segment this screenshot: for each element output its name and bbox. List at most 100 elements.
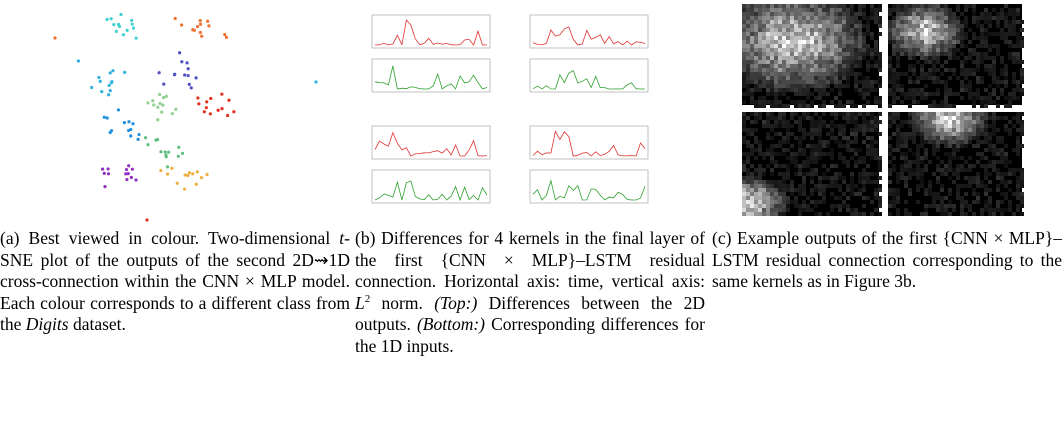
heatmap-cell [754, 192, 758, 196]
heatmap-cell [810, 180, 814, 184]
heatmap-cell [1000, 72, 1004, 76]
heatmap-cell [888, 56, 892, 60]
heatmap-cell [810, 132, 814, 136]
heatmap-cell [846, 44, 850, 48]
heatmap-cell [952, 140, 956, 144]
heatmap-cell [912, 100, 916, 104]
heatmap-cell [948, 204, 952, 208]
heatmap-cell [944, 168, 948, 172]
heatmap-cell [798, 76, 802, 80]
heatmap-cell [842, 36, 846, 40]
heatmap-cell [862, 104, 866, 108]
heatmap-cell [758, 20, 762, 24]
heatmap-cell [810, 80, 814, 84]
heatmap-cell [818, 180, 822, 184]
heatmap-cell [814, 172, 818, 176]
heatmap-cell [870, 144, 874, 148]
heatmap-cell [968, 72, 972, 76]
heatmap-cell [858, 92, 862, 96]
heatmap-cell [948, 168, 952, 172]
plot-frame [371, 125, 491, 160]
heatmap-cell [762, 188, 766, 192]
heatmap-cell [762, 48, 766, 52]
heatmap-cell [964, 76, 968, 80]
heatmap-cell [956, 192, 960, 196]
heatmap-cell [1008, 56, 1012, 60]
heatmap-cell [928, 180, 932, 184]
heatmap-cell [842, 28, 846, 32]
heatmap-cell [806, 28, 810, 32]
heatmap-cell [988, 96, 992, 100]
heatmap-cell [746, 196, 750, 200]
heatmap-cell [810, 84, 814, 88]
heatmap-cell [834, 196, 838, 200]
heatmap-cell [806, 160, 810, 164]
heatmap-cell [802, 136, 806, 140]
heatmap-cell [1008, 44, 1012, 48]
heatmap-cell [774, 56, 778, 60]
heatmap-cell [940, 208, 944, 212]
heatmap-cell [786, 72, 790, 76]
heatmap-cell [786, 136, 790, 140]
heatmap-cell [790, 124, 794, 128]
heatmap-cell [826, 124, 830, 128]
heatmap-cell [786, 204, 790, 208]
heatmap-cell [976, 96, 980, 100]
heatmap-cell [774, 20, 778, 24]
heatmap-cell [916, 124, 920, 128]
heatmap-cell [806, 32, 810, 36]
heatmap-cell [858, 40, 862, 44]
heatmap-cell [956, 8, 960, 12]
heatmap-cell [924, 132, 928, 136]
heatmap-cell [878, 200, 882, 204]
heatmap-cell [980, 40, 984, 44]
heatmap-cell [936, 192, 940, 196]
heatmap-cell [1012, 88, 1016, 92]
heatmap-cell [908, 136, 912, 140]
heatmap-cell [762, 80, 766, 84]
heatmap-cell [818, 200, 822, 204]
heatmap-cell [826, 16, 830, 20]
heatmap-cell [956, 36, 960, 40]
heatmap-cell [928, 24, 932, 28]
heatmap-cell [806, 56, 810, 60]
heatmap-cell [988, 12, 992, 16]
heatmap-cell [778, 56, 782, 60]
heatmap-cell [1000, 80, 1004, 84]
heatmap-cell [786, 32, 790, 36]
heatmap-cell [846, 148, 850, 152]
heatmap-cell [960, 116, 964, 120]
heatmap-cell [802, 180, 806, 184]
heatmap-cell [1016, 80, 1020, 84]
heatmap-cell [814, 20, 818, 24]
heatmap-cell [992, 100, 996, 104]
heatmap-cell [786, 76, 790, 80]
heatmap-cell [924, 4, 928, 8]
heatmap-cell [766, 84, 770, 88]
heatmap-cell [944, 12, 948, 16]
heatmap-cell [822, 60, 826, 64]
heatmap-cell [976, 20, 980, 24]
heatmap-cell [846, 196, 850, 200]
heatmap-cell [862, 16, 866, 20]
heatmap-cell [850, 212, 854, 216]
heatmap-cell [1004, 36, 1008, 40]
heatmap-cell [790, 180, 794, 184]
heatmap-cell [1004, 208, 1008, 212]
heatmap-cell [810, 104, 814, 108]
heatmap-cell [908, 124, 912, 128]
heatmap-cell [888, 148, 892, 152]
heatmap-cell [842, 60, 846, 64]
heatmap-cell [972, 8, 976, 12]
heatmap-cell [920, 144, 924, 148]
heatmap-cell [818, 124, 822, 128]
heatmap-cell [774, 40, 778, 44]
heatmap-cell [766, 100, 770, 104]
heatmap-cell [984, 184, 988, 188]
heatmap-cell [866, 172, 870, 176]
heatmap-cell [892, 168, 896, 172]
heatmap-cell [830, 72, 834, 76]
heatmap-cell [766, 12, 770, 16]
heatmap-cell [838, 12, 842, 16]
heatmap-cell [992, 208, 996, 212]
